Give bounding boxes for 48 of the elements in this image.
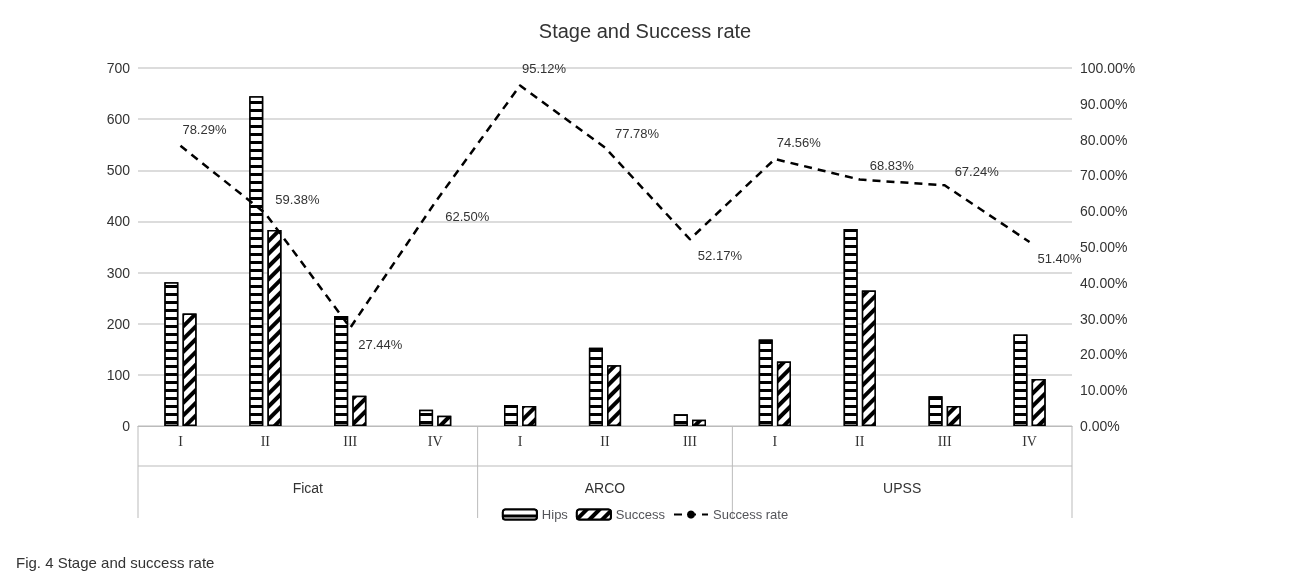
y2-tick-label: 0.00% [1080,418,1120,434]
legend-label: Success [615,507,666,522]
data-label: 52.17% [697,248,743,264]
x-tick-label: IV [427,433,443,449]
legend-label: Success rate [713,507,789,522]
x-tick-label: I [178,433,184,449]
y-tick-label: 200 [106,315,131,332]
y-tick-label: 300 [106,264,131,281]
y2-tick-label: 50.00% [1080,239,1128,255]
x-tick-label: II [600,433,610,449]
data-label: 68.83% [869,158,915,174]
y-tick-label: 0 [122,418,131,434]
caption: Fig. 4 Stage and success rate [16,554,215,571]
data-label: 62.50% [445,208,490,224]
y-tick-label: 600 [106,111,131,128]
data-label: 95.12% [522,61,567,77]
x-tick-label: III [682,433,698,449]
y2-tick-label: 90.00% [1080,95,1128,112]
y2-tick-label: 60.00% [1080,203,1128,220]
data-label: 59.38% [275,191,320,207]
text: UPSS [883,480,922,496]
y2-tick-label: 40.00% [1080,274,1128,291]
data-label: 78.29% [182,121,227,137]
data-label: 77.78% [615,126,660,142]
x-tick-label: III [343,433,358,449]
text: ARCO [584,480,626,496]
x-tick-label: II [855,433,865,449]
y-tick-label: 500 [106,162,131,179]
text: Ficat [292,480,324,496]
y2-tick-label: 10.00% [1080,382,1128,399]
y-tick-label: 100 [106,366,131,383]
x-tick-label: III [937,433,952,449]
y-tick-label: 400 [106,213,131,230]
y2-tick-label: 30.00% [1080,310,1128,327]
legend-label: Hips [541,507,569,522]
y2-tick-label: 100.00% [1080,60,1136,76]
data-label: 27.44% [358,336,403,352]
x-tick-label: I [517,433,523,449]
x-tick-label: II [260,433,271,449]
chart-title: Stage and Success rate [538,20,752,42]
x-tick-label: IV [1022,433,1037,449]
y-tick-label: 700 [106,60,131,76]
data-label: 67.24% [954,163,1000,179]
y2-tick-label: 80.00% [1080,131,1128,148]
y2-tick-label: 20.00% [1080,346,1128,363]
x-tick-label: I [772,433,778,449]
data-label: 74.56% [776,135,822,151]
y2-tick-label: 70.00% [1080,167,1128,184]
